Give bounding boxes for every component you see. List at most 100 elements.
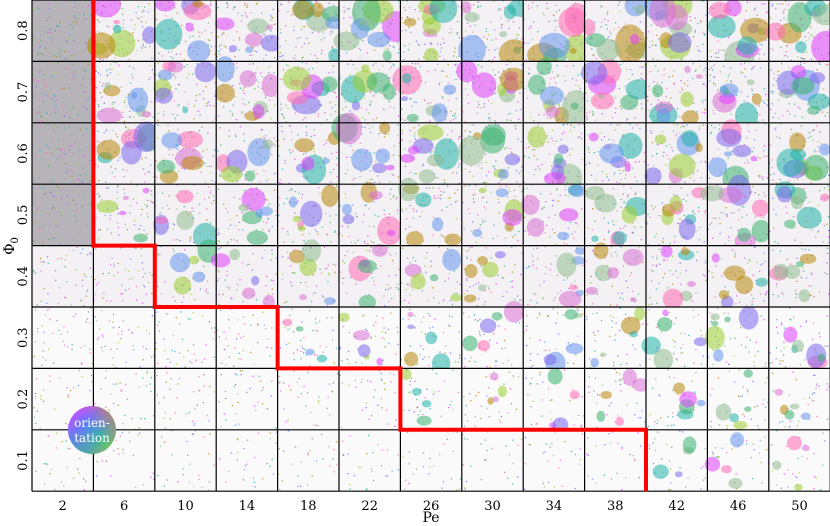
y-tick-label: 0.8: [16, 20, 31, 41]
snapshot-cell: [584, 429, 646, 492]
snapshot-cell: [641, 307, 708, 371]
snapshot-cell: [93, 245, 155, 307]
snapshot-cell: [32, 245, 94, 307]
snapshot-cell: [277, 239, 339, 307]
x-tick-label: 50: [791, 499, 808, 514]
snapshot-cell: [215, 56, 280, 123]
y-tick-label: 0.6: [16, 143, 31, 164]
snapshot-cell: [216, 184, 278, 246]
snapshot-cell: [461, 245, 524, 307]
x-tick-label: 34: [546, 499, 563, 514]
snapshot-cell: [400, 122, 462, 185]
x-tick-label: 6: [120, 499, 128, 514]
snapshot-cell: [523, 307, 585, 375]
snapshot-cell: [277, 368, 339, 430]
snapshot-cells: [32, 0, 830, 492]
snapshot-cell: [458, 122, 524, 185]
snapshot-cell: [646, 429, 708, 492]
snapshot-cell: [32, 307, 94, 369]
snapshot-cell: [277, 307, 339, 369]
snapshot-cell: [582, 0, 653, 64]
snapshot-cell: [768, 307, 830, 370]
snapshot-cell: [707, 368, 769, 430]
snapshot-cell: [277, 122, 341, 185]
snapshot-cell: [461, 184, 524, 246]
x-tick-label: 26: [423, 499, 440, 514]
y-axis-label: Φ0: [2, 237, 21, 255]
snapshot-cell: [704, 429, 769, 492]
snapshot-cell: [277, 61, 339, 123]
snapshot-cell: [521, 184, 587, 246]
snapshot-cell: [400, 0, 462, 65]
snapshot-cell: [768, 429, 830, 492]
snapshot-cell: [216, 368, 278, 430]
snapshot-cell: [765, 0, 830, 64]
snapshot-cell: [644, 0, 708, 62]
snapshot-cell: [154, 0, 217, 63]
snapshot-cell: [154, 307, 217, 369]
snapshot-cell: [768, 122, 830, 185]
snapshot-cell: [400, 429, 462, 492]
snapshot-cell: [768, 368, 830, 430]
snapshot-cell: [154, 122, 217, 185]
orientation-color-wheel-overlay: [68, 406, 116, 454]
snapshot-cell: [646, 245, 708, 309]
snapshot-cell: [216, 307, 278, 369]
snapshot-cell: [93, 307, 155, 369]
snapshot-cell: [93, 184, 155, 246]
x-tick-labels: 2 6 10 14 18 22 26 30 34 38 42 46 50: [59, 499, 808, 514]
snapshot-cell: [32, 184, 94, 246]
x-tick-label: 38: [607, 499, 624, 514]
snapshot-cell: [32, 0, 94, 62]
orientation-legend-line2: tation: [74, 431, 110, 445]
snapshot-cell: [523, 245, 587, 308]
snapshot-cell: [339, 429, 401, 492]
snapshot-cell: [153, 184, 218, 250]
snapshot-cell: [584, 307, 646, 369]
snapshot-cell: [584, 368, 650, 430]
x-axis-label: Pe: [422, 510, 439, 526]
snapshot-cell: [216, 429, 278, 492]
snapshot-cell: [153, 60, 217, 123]
snapshot-cell: [704, 306, 769, 369]
snapshot-cell: [154, 429, 217, 492]
snapshot-cell: [400, 307, 462, 375]
snapshot-cell: [339, 181, 402, 246]
snapshot-cell: [523, 122, 585, 191]
snapshot-cell: [646, 184, 708, 246]
snapshot-cell: [707, 61, 769, 130]
snapshot-cell: [333, 0, 410, 62]
snapshot-cell: [707, 119, 769, 193]
x-tick-label: 2: [59, 499, 67, 514]
y-tick-label: 0.2: [16, 389, 31, 410]
snapshot-cell: [646, 368, 708, 430]
x-tick-label: 30: [484, 499, 501, 514]
snapshot-cell: [400, 368, 462, 430]
snapshot-cell: [707, 0, 771, 74]
snapshot-cell: [214, 0, 283, 62]
snapshot-cell: [392, 61, 462, 123]
x-tick-label: 10: [177, 499, 194, 514]
snapshot-cell: [523, 58, 592, 128]
snapshot-cell: [461, 368, 524, 430]
snapshot-cell: [339, 368, 401, 430]
snapshot-cell: [768, 181, 830, 246]
snapshot-cell: [768, 61, 830, 123]
snapshot-cell: [86, 0, 157, 62]
phase-boundary-line: [91, 0, 648, 492]
snapshot-cell: [768, 245, 830, 307]
y-axis-label-subscript: 0: [10, 237, 21, 243]
x-tick-label: 14: [239, 499, 256, 514]
snapshot-cell: [215, 122, 278, 185]
snapshot-cell: [331, 112, 401, 185]
snapshot-cell: [700, 174, 771, 249]
snapshot-cell: [523, 429, 585, 492]
snapshot-cell: [584, 184, 649, 249]
snapshot-cell: [277, 429, 339, 492]
x-tick-label: 46: [730, 499, 747, 514]
snapshot-cell: [646, 61, 708, 127]
snapshot-cell: [581, 59, 653, 123]
snapshot-cell: [154, 368, 217, 430]
snapshot-cell: [210, 245, 278, 310]
